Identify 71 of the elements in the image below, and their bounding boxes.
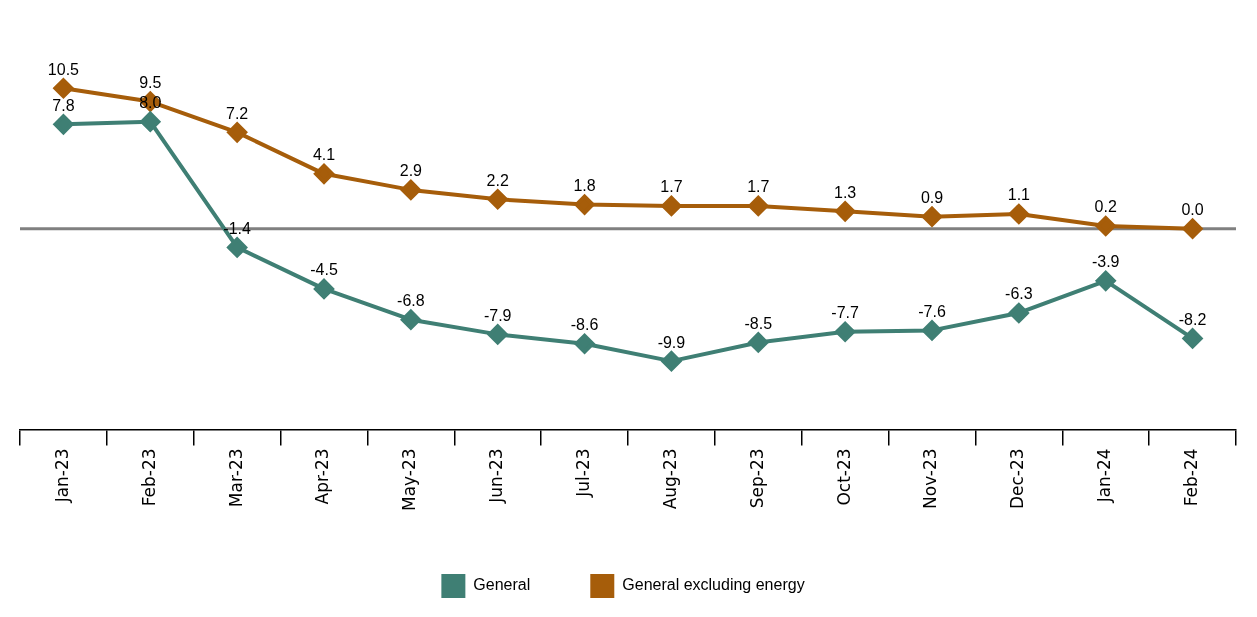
point xyxy=(1095,216,1116,237)
x-tick-label: Mar-23 xyxy=(225,448,246,508)
data-label: -1.4 xyxy=(223,219,252,237)
data-label: 1.8 xyxy=(573,177,596,195)
x-tick-label: Aug-23 xyxy=(659,448,680,510)
data-label: -8.2 xyxy=(1178,310,1207,328)
data-label: 7.2 xyxy=(226,104,249,122)
x-tick-label: Jul-23 xyxy=(572,448,593,498)
data-label: -4.5 xyxy=(310,261,338,279)
x-tick-label: Apr-23 xyxy=(312,448,333,505)
data-label: 2.2 xyxy=(486,171,509,189)
data-label: -7.6 xyxy=(918,302,946,320)
data-label: 0.9 xyxy=(920,189,944,207)
x-tick-label: Sep-23 xyxy=(746,448,767,509)
data-label: 1.1 xyxy=(1007,186,1031,204)
point xyxy=(748,195,769,216)
data-label: 10.5 xyxy=(47,60,80,78)
data-label: -8.6 xyxy=(570,316,599,334)
point xyxy=(574,194,595,215)
point xyxy=(227,122,248,143)
x-tick-label: Feb-23 xyxy=(138,448,159,507)
point xyxy=(1182,328,1203,349)
data-label: 8.0 xyxy=(139,94,162,112)
point xyxy=(661,195,682,216)
data-label: 1.7 xyxy=(660,178,683,196)
x-tick-label: Jan-23 xyxy=(51,448,72,504)
point xyxy=(53,114,74,135)
point xyxy=(1008,302,1029,323)
point xyxy=(140,111,161,132)
data-label: 4.1 xyxy=(312,146,336,164)
x-tick-label: Feb-24 xyxy=(1180,448,1201,507)
point xyxy=(314,278,334,299)
data-label: 1.3 xyxy=(834,183,857,201)
x-tick-label: May-23 xyxy=(399,448,420,512)
point xyxy=(922,206,942,227)
data-label: -6.8 xyxy=(397,292,425,310)
data-label: 9.5 xyxy=(139,73,162,91)
point xyxy=(400,309,421,330)
point xyxy=(314,163,334,184)
data-label: -6.3 xyxy=(1005,285,1033,303)
legend-label: General excluding energy xyxy=(622,576,805,594)
data-label: 2.9 xyxy=(399,162,423,180)
data-label: 0.2 xyxy=(1094,198,1117,216)
point xyxy=(400,179,421,200)
point xyxy=(574,333,595,354)
point xyxy=(227,237,248,258)
data-label: -8.5 xyxy=(744,314,773,332)
x-tick-label: Nov-23 xyxy=(920,448,941,509)
data-label: 1.7 xyxy=(747,178,770,196)
point xyxy=(487,189,508,210)
point xyxy=(835,201,856,222)
data-label: 7.8 xyxy=(52,96,75,114)
point xyxy=(661,351,682,372)
x-tick-label: Jan-24 xyxy=(1094,448,1115,504)
legend-label: General xyxy=(473,576,531,594)
point xyxy=(748,332,769,353)
point xyxy=(1095,270,1116,291)
data-label: -3.9 xyxy=(1091,253,1120,271)
data-label: 0.0 xyxy=(1181,201,1204,219)
x-tick-label: Oct-23 xyxy=(833,448,854,506)
point xyxy=(487,324,508,345)
point xyxy=(1182,218,1203,239)
data-label: -7.7 xyxy=(831,304,860,322)
point xyxy=(835,321,856,342)
point xyxy=(922,320,942,341)
x-tick-label: Dec-23 xyxy=(1007,448,1028,510)
data-label: -7.9 xyxy=(483,306,512,324)
x-tick-label: Jun-23 xyxy=(486,448,507,504)
point xyxy=(53,78,74,99)
point xyxy=(1008,203,1029,224)
data-label: -9.9 xyxy=(657,333,686,351)
